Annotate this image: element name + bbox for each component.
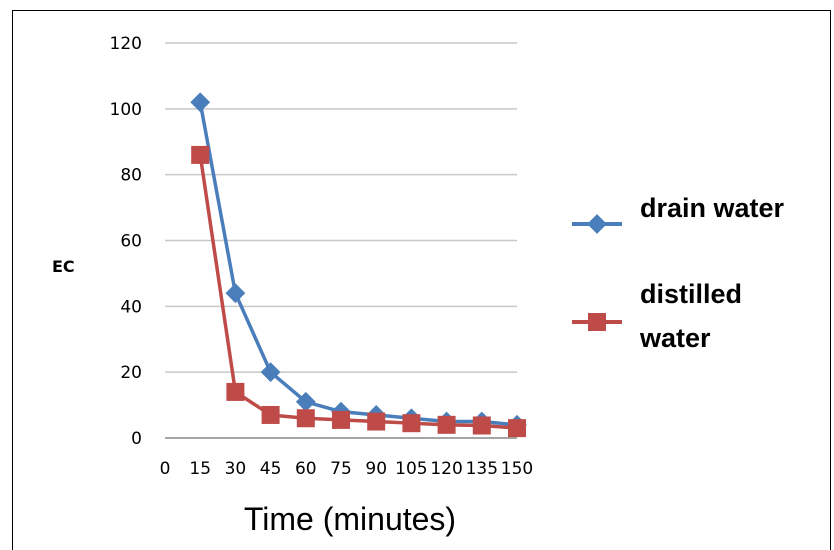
- legend-item-drain-water[interactable]: drain water: [572, 193, 785, 234]
- x-axis-label: Time (minutes): [244, 501, 456, 537]
- marker-series-1-x150: [508, 419, 526, 438]
- marker-series-1-x135: [472, 416, 491, 435]
- y-tick-40: 40: [120, 297, 142, 317]
- y-tick-0: 0: [131, 429, 142, 449]
- legend-label-drain-water: drain water: [640, 193, 785, 223]
- marker-series-1-x45: [261, 405, 280, 424]
- marker-series-1-x120: [437, 415, 456, 434]
- x-tick-105: 105: [395, 459, 427, 479]
- x-tick-15: 15: [189, 459, 211, 479]
- legend-label-distilled-line-2: water: [639, 323, 711, 353]
- legend-item-distilled-water[interactable]: distilled water: [572, 279, 742, 353]
- x-tick-30: 30: [225, 459, 247, 479]
- x-tick-150: 150: [501, 459, 533, 479]
- x-tick-0: 0: [160, 459, 171, 479]
- y-tick-labels: 0 20 40 60 80 100 120: [110, 34, 142, 449]
- marker-series-1-x60: [296, 409, 315, 428]
- chart-frame: [12, 10, 831, 550]
- x-tick-45: 45: [260, 459, 282, 479]
- marker-series-0-x30: [225, 283, 246, 304]
- x-tick-75: 75: [330, 459, 352, 479]
- legend: drain water distilled water: [572, 193, 785, 353]
- marker-series-1-x90: [367, 412, 386, 431]
- y-tick-100: 100: [110, 100, 142, 120]
- x-tick-135: 135: [466, 459, 498, 479]
- marker-series-1-x105: [402, 414, 421, 433]
- series-line-1: [198, 154, 518, 430]
- series-markers: [190, 92, 527, 438]
- legend-marker-square: [588, 313, 606, 331]
- y-tick-60: 60: [120, 232, 142, 252]
- series-line-0: [198, 101, 518, 427]
- x-tick-60: 60: [295, 459, 317, 479]
- y-tick-120: 120: [110, 34, 142, 54]
- legend-label-distilled-line-1: distilled: [640, 279, 742, 309]
- x-tick-labels: 0 15 30 45 60 75 90 105 120 135 150: [160, 459, 534, 479]
- y-tick-20: 20: [120, 363, 142, 383]
- x-tick-90: 90: [365, 459, 387, 479]
- marker-series-0-x45: [260, 362, 281, 383]
- y-axis-label: EC: [52, 257, 75, 276]
- legend-marker-diamond: [587, 214, 607, 234]
- gridlines: [165, 42, 517, 439]
- marker-series-1-x30: [226, 382, 245, 401]
- x-tick-120: 120: [430, 459, 462, 479]
- marker-series-1-x75: [332, 410, 350, 429]
- marker-series-0-x60: [295, 391, 316, 412]
- marker-series-0-x15: [190, 92, 211, 113]
- marker-series-1-x15: [191, 145, 210, 164]
- y-tick-80: 80: [120, 166, 142, 186]
- series-lines: [198, 101, 518, 430]
